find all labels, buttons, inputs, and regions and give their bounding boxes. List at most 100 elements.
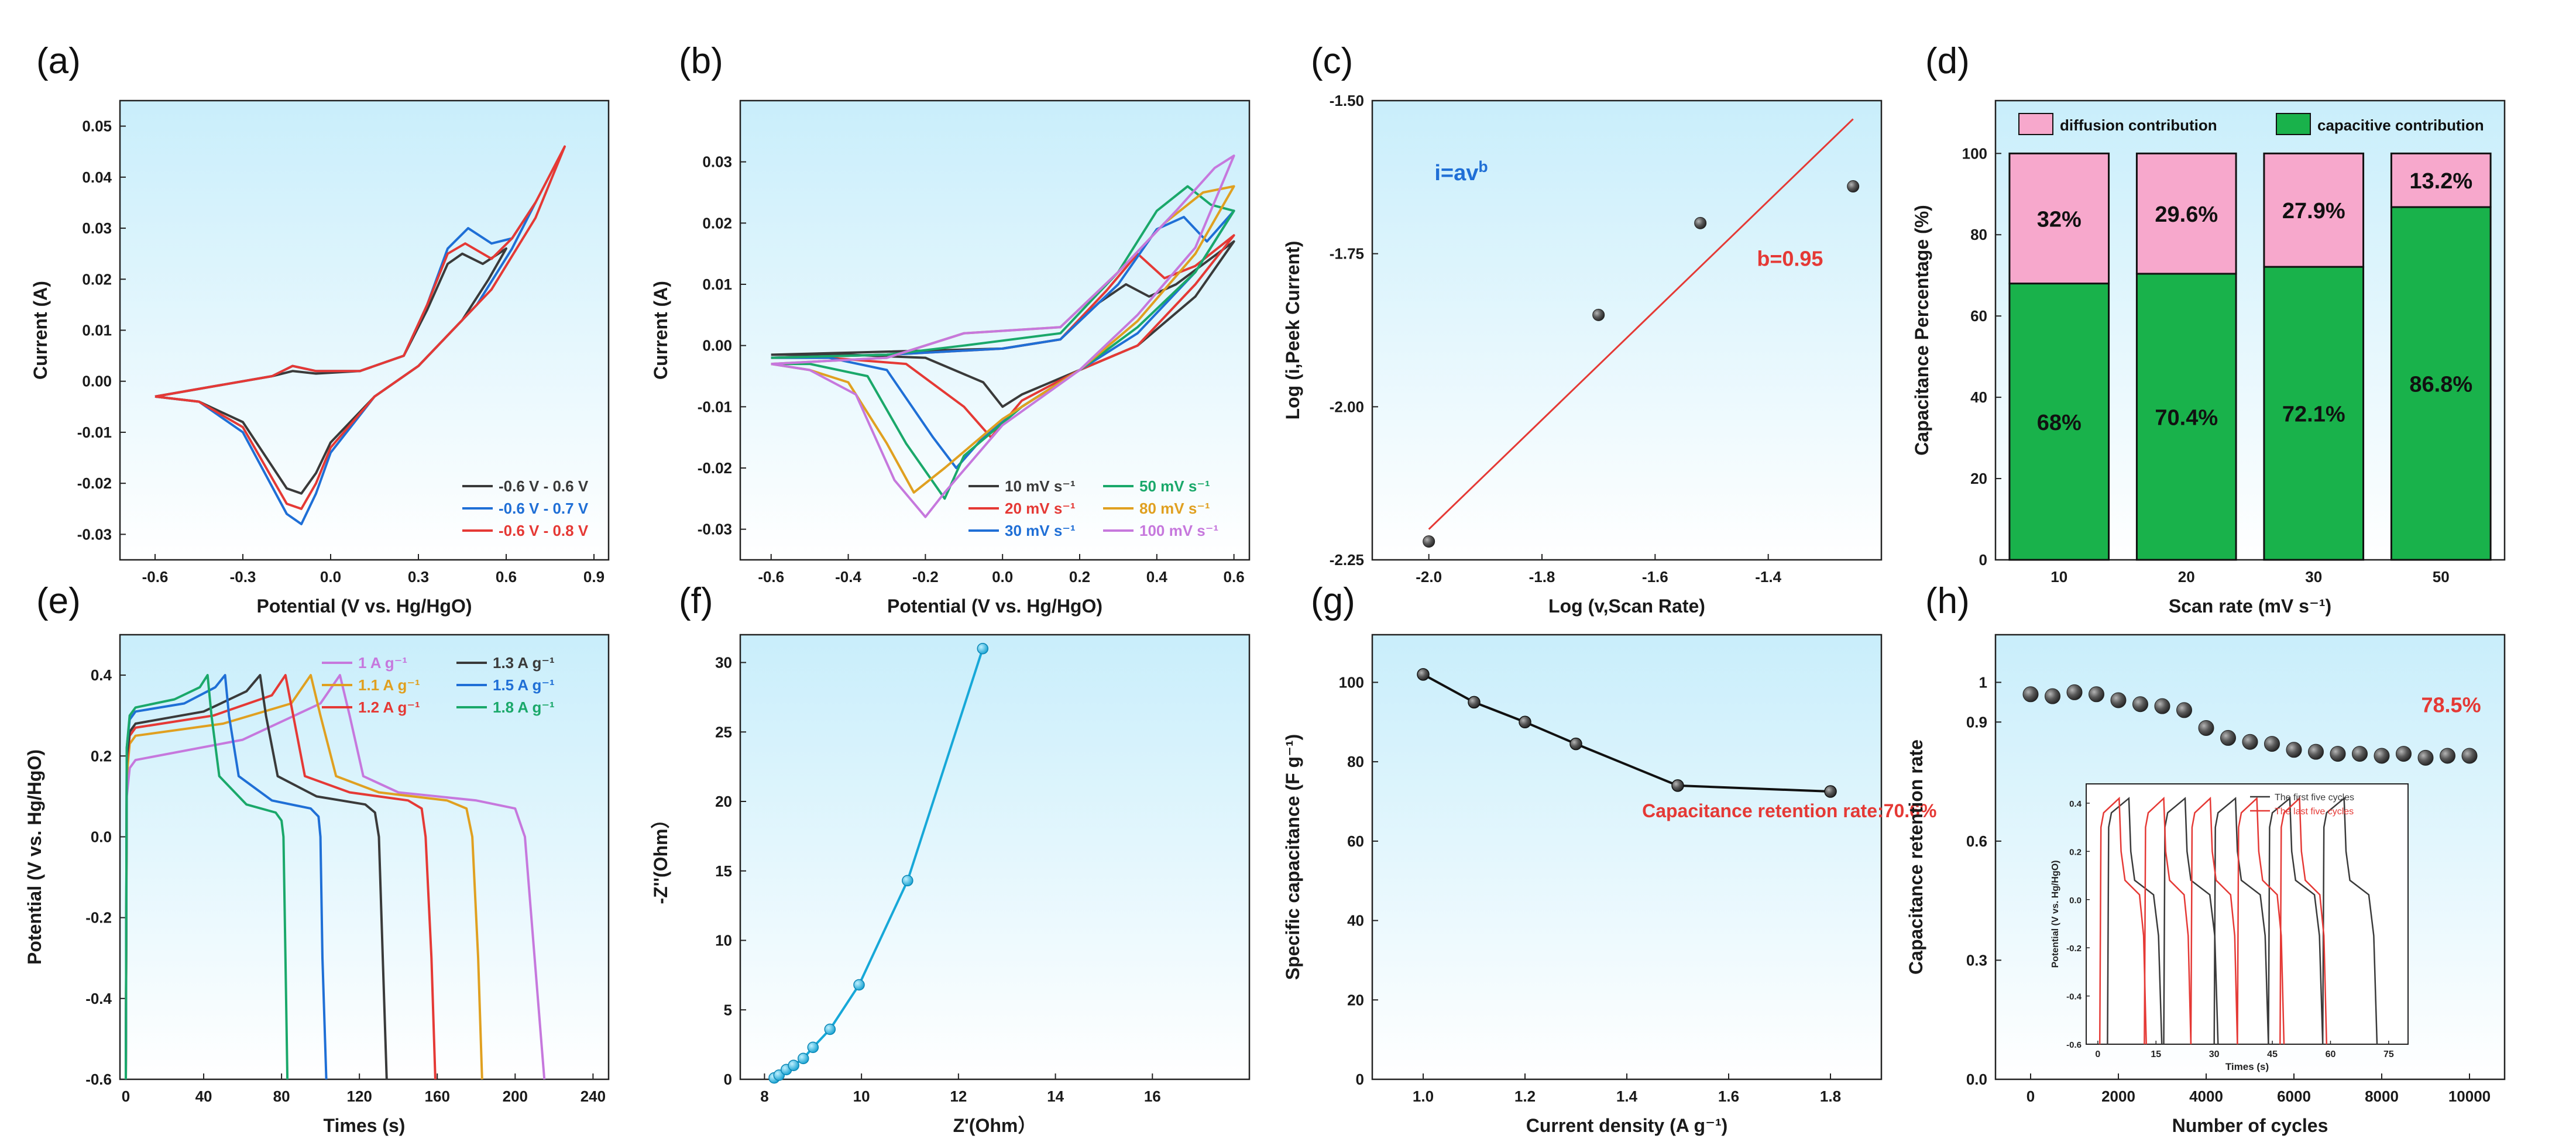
x-tick-label: 8000 bbox=[2365, 1088, 2399, 1105]
annotation-text: 78.5% bbox=[2422, 693, 2481, 717]
inset-first-cycle-line bbox=[2163, 797, 2219, 1045]
x-axis-label: Current density (A g⁻¹) bbox=[1526, 1115, 1728, 1136]
y-axis-label: Current (A) bbox=[30, 281, 51, 380]
inset-legend-entry: The first five cycles bbox=[2275, 793, 2354, 803]
legend-entry: 50 mV s⁻¹ bbox=[1139, 477, 1210, 495]
series-line bbox=[771, 154, 1235, 518]
x-tick-label: -0.3 bbox=[230, 568, 256, 586]
x-tick-label: 0 bbox=[122, 1088, 130, 1105]
y-tick-label: 10 bbox=[715, 932, 732, 949]
y-tick-label: 15 bbox=[715, 862, 732, 880]
retention-point bbox=[2242, 734, 2258, 750]
data-point bbox=[797, 1052, 809, 1065]
plot-frame bbox=[1994, 634, 2506, 1080]
y-tick-label: 30 bbox=[715, 654, 732, 672]
x-tick-label: 1.4 bbox=[1616, 1088, 1638, 1105]
inset-x-tick-label: 30 bbox=[2209, 1049, 2220, 1059]
legend-entry: diffusion contribution bbox=[2060, 116, 2217, 134]
data-point bbox=[853, 979, 865, 991]
series-line bbox=[1423, 673, 1831, 793]
bar-label: 70.4% bbox=[2155, 405, 2218, 430]
x-tick-label: 1.6 bbox=[1718, 1088, 1739, 1105]
x-axis-label: Times (s) bbox=[324, 1115, 406, 1136]
y-tick-label: 60 bbox=[1970, 307, 1987, 325]
bar-segment bbox=[2390, 152, 2492, 208]
legend-entry: 20 mV s⁻¹ bbox=[1005, 500, 1076, 517]
y-tick-label: -0.6 bbox=[85, 1071, 112, 1088]
bar-label: 13.2% bbox=[2409, 169, 2472, 194]
x-tick-label: 1.2 bbox=[1514, 1088, 1536, 1105]
plot-frame bbox=[1371, 99, 1883, 561]
panels-layer: (a) -0.6 -0.3 0.0 0.3 0.6 0.9 -0.03 -0.02 -0.01 0.… bbox=[24, 41, 2506, 1136]
data-point bbox=[1519, 715, 1531, 729]
inset-first-cycle-line bbox=[2107, 797, 2163, 1045]
y-axis-label: Specific capacitance (F g⁻¹) bbox=[1282, 734, 1303, 980]
inset-x-tick-label: 15 bbox=[2151, 1049, 2161, 1059]
retention-point bbox=[2461, 748, 2478, 764]
retention-point bbox=[2154, 698, 2170, 714]
legend-entry: 1.1 A g⁻¹ bbox=[358, 676, 420, 694]
legend-swatch bbox=[2276, 113, 2311, 135]
panel-letter: (h) bbox=[1925, 581, 1970, 621]
inset-x-tick-label: 0 bbox=[2095, 1049, 2100, 1059]
panel-letter: (d) bbox=[1925, 41, 1970, 81]
panel-c: (c) -2.0 -1.8 -1.6 -1.4 -2.25 -2.00 -1.75 -1.50 L… bbox=[1282, 41, 1883, 617]
y-tick-label: 0.00 bbox=[82, 373, 112, 390]
x-tick-label: 20 bbox=[2178, 568, 2195, 586]
x-tick-label: -0.4 bbox=[835, 568, 861, 586]
legend-entry: -0.6 V - 0.8 V bbox=[499, 522, 589, 539]
y-tick-label: 20 bbox=[1970, 470, 1987, 487]
x-tick-label: 0.9 bbox=[583, 568, 604, 586]
data-point bbox=[1824, 785, 1837, 798]
inset-x-axis-label: Times (s) bbox=[2225, 1061, 2269, 1072]
panel-d: (d) 0 20 40 60 80 100 Scan rate (mV s⁻¹) Capacit… bbox=[1911, 41, 2506, 617]
y-axis-label: -Z''(Ohm） bbox=[650, 810, 671, 904]
retention-point bbox=[2176, 702, 2192, 718]
y-tick-label: 80 bbox=[1970, 226, 1987, 243]
y-tick-label: 0.03 bbox=[82, 219, 112, 237]
y-tick-label: 0.3 bbox=[1966, 951, 1987, 969]
x-axis-label: Scan rate (mV s⁻¹) bbox=[2169, 596, 2331, 617]
legend-entry: 80 mV s⁻¹ bbox=[1139, 500, 1210, 517]
data-point bbox=[807, 1041, 819, 1054]
legend-entry: 1.8 A g⁻¹ bbox=[493, 698, 555, 716]
plot-area bbox=[1372, 101, 1881, 560]
inset-y-tick-label: -0.6 bbox=[2066, 1040, 2082, 1050]
inset-y-tick-label: 0.2 bbox=[2069, 847, 2082, 857]
bar-segment bbox=[2135, 273, 2237, 561]
series-line bbox=[771, 185, 1235, 500]
fit-line bbox=[1428, 118, 1854, 530]
inset-chart: 0 15 30 45 60 75 -0.6 -0.4 -0.2 0.0 0.2 0.4 Times (s… bbox=[2051, 783, 2409, 1072]
x-tick-label: 30 bbox=[2305, 568, 2322, 586]
y-tick-label: 20 bbox=[715, 793, 732, 810]
inset-y-tick-label: -0.2 bbox=[2066, 944, 2082, 954]
data-point bbox=[1468, 696, 1481, 709]
x-tick-label: -1.8 bbox=[1529, 568, 1555, 586]
retention-point bbox=[2440, 748, 2455, 764]
retention-point bbox=[2132, 696, 2148, 713]
panel-letter: (f) bbox=[679, 581, 713, 621]
inset-x-tick-label: 45 bbox=[2267, 1049, 2278, 1059]
inset-y-tick-label: -0.4 bbox=[2066, 992, 2082, 1002]
y-tick-label: 60 bbox=[1347, 832, 1364, 850]
x-tick-label: -1.6 bbox=[1642, 568, 1668, 586]
x-tick-label: 10000 bbox=[2448, 1088, 2491, 1105]
x-tick-label: 0.2 bbox=[1069, 568, 1090, 586]
x-tick-label: 10 bbox=[2051, 568, 2067, 586]
y-tick-label: -0.03 bbox=[77, 525, 112, 543]
y-tick-label: -1.50 bbox=[1330, 92, 1364, 109]
retention-point bbox=[2374, 748, 2390, 764]
bar-label: 72.1% bbox=[2282, 402, 2345, 427]
series-line bbox=[125, 674, 289, 1080]
inset-last-cycle-line bbox=[2098, 796, 2147, 1045]
bar-segment bbox=[2263, 152, 2365, 268]
series-line bbox=[125, 674, 483, 1080]
y-tick-label: 0.9 bbox=[1966, 713, 1987, 731]
legend-entry: 100 mV s⁻¹ bbox=[1139, 522, 1218, 539]
panel-letter: (g) bbox=[1311, 581, 1355, 621]
retention-point bbox=[2396, 746, 2412, 762]
panel-e: (e) 0 40 80 120 160 200 240 -0.6 -0.4 -0.2 0.0 0.2 0.… bbox=[24, 581, 610, 1136]
panel-b: (b) -0.6 -0.4 -0.2 0.0 0.2 0.4 0.6 -0.03 -0.02 -0.… bbox=[650, 41, 1251, 617]
y-tick-label: 0 bbox=[1356, 1071, 1364, 1088]
series-line bbox=[125, 674, 388, 1080]
